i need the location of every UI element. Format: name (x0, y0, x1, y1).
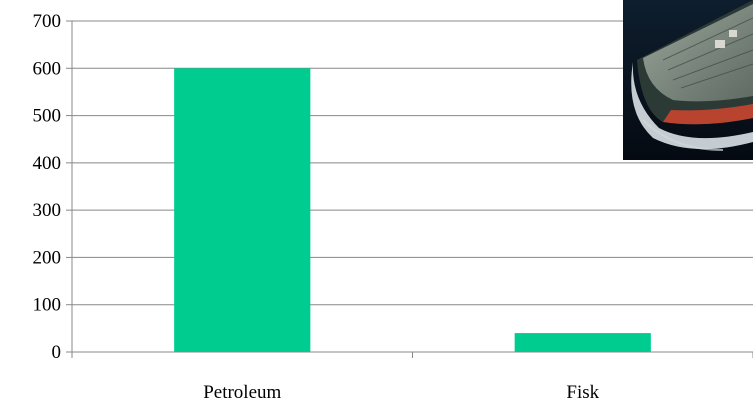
y-tick-label: 0 (52, 342, 62, 363)
y-tick-label: 400 (33, 153, 62, 174)
y-tick-label: 500 (33, 106, 62, 127)
x-axis (71, 351, 753, 358)
y-tick-label: 600 (33, 58, 62, 79)
bar-fisk (514, 333, 651, 352)
x-category-label: Fisk (566, 382, 599, 403)
y-tick-label: 100 (33, 295, 62, 316)
tanker-ship-photo (623, 0, 753, 160)
x-category-label: Petroleum (203, 382, 281, 403)
y-tick-label: 300 (33, 200, 62, 221)
y-tick-label: 700 (33, 11, 62, 32)
y-axis-ticks: 0 100 200 300 400 500 600 700 (33, 11, 73, 363)
bar-petroleum (174, 68, 311, 353)
x-axis-labels: Petroleum Fisk (203, 382, 599, 403)
y-tick-label: 200 (33, 247, 62, 268)
bars (174, 68, 651, 353)
